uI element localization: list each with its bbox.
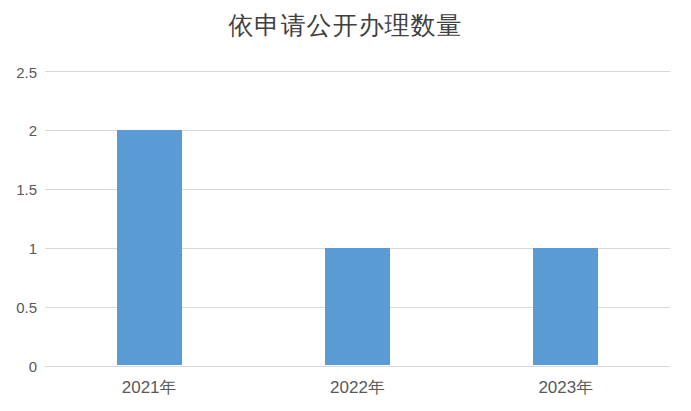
y-axis-tick-label: 2 [0,122,37,139]
bar-chart: 依申请公开办理数量 00.511.522.52021年2022年2023年 [0,0,691,411]
y-axis-tick-label: 1 [0,240,37,257]
y-axis-tick-label: 1.5 [0,181,37,198]
y-axis-tick-label: 0 [0,358,37,375]
x-axis-category-label: 2021年 [122,376,177,399]
bar-2023年 [533,248,598,366]
gridline [45,71,670,72]
x-axis-category-label: 2022年 [330,376,385,399]
y-axis-tick-label: 2.5 [0,63,37,80]
bar-2021年 [117,130,182,366]
plot-area: 0 0.5 1 1.5 2 2.5 2021年 2022年 2023年 [0,0,691,411]
x-axis-line [45,366,670,367]
x-axis-category-label: 2023年 [538,376,593,399]
y-axis-tick-label: 0.5 [0,299,37,316]
bar-2022年 [325,248,390,366]
